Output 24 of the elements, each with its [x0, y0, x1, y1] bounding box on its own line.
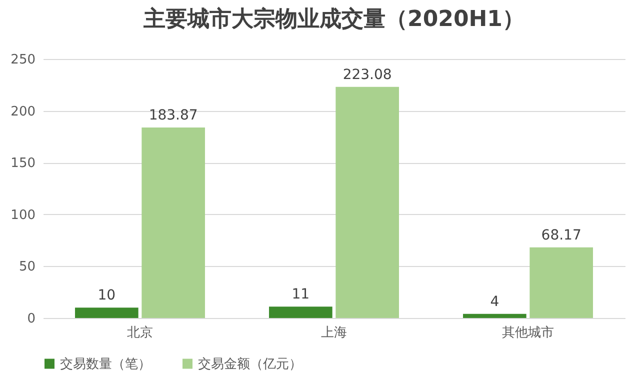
y-tick-label: 50: [18, 260, 36, 275]
data-label: 10: [98, 288, 116, 304]
chart-title: 主要城市大宗物业成交量（2020H1）: [142, 6, 524, 32]
x-tick-label: 上海: [321, 326, 347, 340]
y-tick-label: 250: [10, 52, 36, 68]
bar: [530, 247, 593, 318]
data-label: 4: [490, 294, 500, 310]
data-label: 11: [292, 286, 310, 303]
data-label: 223.08: [342, 66, 392, 83]
x-tick-label: 北京: [127, 326, 153, 340]
legend-label: 交易数量（笔）: [60, 356, 151, 372]
y-tick-label: 100: [10, 208, 36, 223]
bar: [463, 314, 526, 318]
bar: [142, 128, 205, 318]
legend-label: 交易金额（亿元）: [198, 356, 302, 372]
bar: [269, 306, 332, 318]
y-tick-label: 200: [10, 104, 36, 120]
y-tick-label: 0: [27, 312, 36, 326]
bar: [75, 308, 138, 318]
bar: [336, 86, 399, 318]
y-tick-label: 150: [10, 156, 36, 172]
x-tick-label: 其他城市: [502, 326, 554, 340]
data-label: 68.17: [541, 227, 582, 244]
data-label: 183.87: [148, 108, 198, 124]
